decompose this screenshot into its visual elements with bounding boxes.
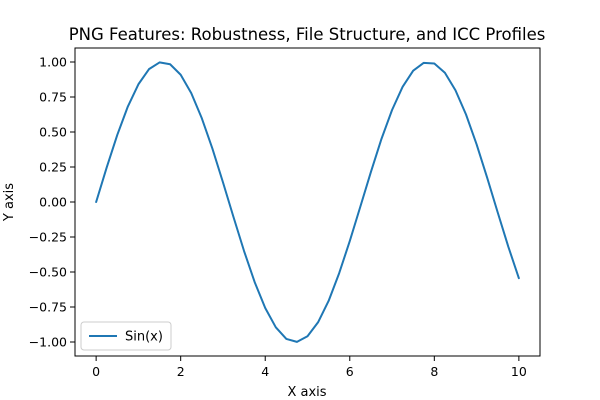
x-tick-label: 2 — [177, 364, 185, 379]
legend-entry: Sin(x) — [125, 330, 163, 345]
x-tick-label: 4 — [261, 364, 269, 379]
legend-box — [80, 321, 172, 351]
x-axis-label: X axis — [287, 385, 326, 400]
series-line-0 — [95, 61, 520, 343]
x-tick-label: 8 — [430, 364, 438, 379]
x-tick-label: 10 — [511, 364, 527, 379]
y-tick-label: −0.50 — [29, 265, 67, 280]
y-tick-label: −0.25 — [29, 230, 67, 245]
y-tick-label: 1.00 — [39, 55, 67, 70]
y-tick-label: 0.00 — [39, 195, 67, 210]
plot-area: 0 2 4 6 8 10 −1.00 −0.75 −0.50 −0.25 0.00 0.25 0.50 0… — [29, 47, 541, 379]
y-tick-label: 0.50 — [39, 125, 67, 140]
x-tick-label: 6 — [346, 364, 354, 379]
x-tick-label: 0 — [92, 364, 100, 379]
y-tick-label: −0.75 — [29, 300, 67, 315]
y-axis-label: Y axis — [2, 183, 17, 222]
y-tick-label: 0.25 — [39, 160, 67, 175]
y-tick-label: −1.00 — [29, 335, 67, 350]
y-tick-label: 0.75 — [39, 90, 67, 105]
chart-title: PNG Features: Robustness, File Structure… — [69, 25, 546, 44]
